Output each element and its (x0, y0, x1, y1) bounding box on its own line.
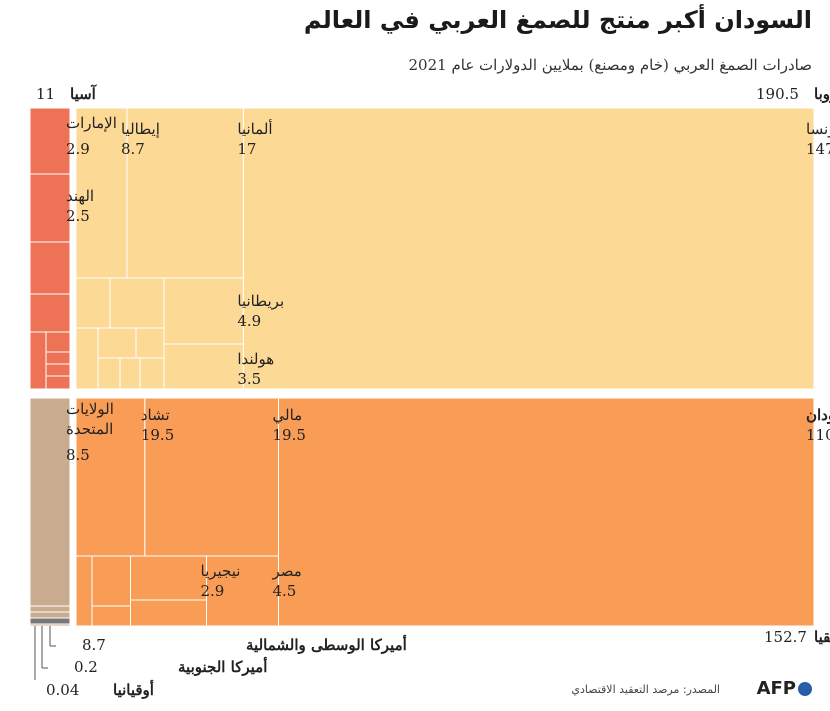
cell-europe-other (135, 327, 165, 359)
cell-europe-other (119, 357, 141, 390)
value-france: 147.3 (806, 140, 830, 158)
label-united-states-1: الولايات (66, 400, 114, 418)
region-total-south-america: 0.2 (74, 658, 98, 676)
cell-south-america (29, 617, 71, 625)
label-france: فرنسا (806, 120, 830, 138)
cell-america-other (29, 611, 71, 619)
cell-america-other (29, 605, 71, 613)
afp-dot-icon (798, 682, 812, 696)
label-united-states-2: المتحدة (66, 420, 113, 438)
value-netherlands: 3.5 (237, 370, 261, 388)
region-label-oceania: أوقيانيا (113, 679, 154, 699)
value-germany: 17 (237, 140, 256, 158)
label-germany: ألمانيا (237, 119, 272, 138)
label-uk: بريطانيا (237, 292, 284, 310)
region-total-europe: 190.5 (756, 85, 799, 103)
cell-uae (29, 107, 71, 175)
region-label-south-america: أميركا الجنوبية (178, 656, 267, 676)
cell-europe-other (75, 277, 111, 329)
cell-chad (75, 397, 146, 557)
cell-germany (126, 107, 244, 279)
value-uae: 2.9 (66, 140, 90, 158)
value-uk: 4.9 (237, 312, 261, 330)
region-label-central-north-america: أميركا الوسطى والشمالية (246, 634, 407, 654)
cell-asia-other (45, 351, 71, 365)
region-label-asia: آسيا (70, 84, 98, 103)
cell-europe-other (97, 357, 121, 390)
cell-mali (144, 397, 280, 557)
cell-europe-other (109, 277, 165, 329)
region-total-asia: 11 (36, 85, 55, 103)
cell-africa-other (130, 599, 208, 627)
value-nigeria: 2.9 (201, 582, 225, 600)
label-egypt: مصر (272, 562, 302, 580)
source-note: المصدر: مرصد التعقيد الاقتصادي (571, 683, 720, 696)
region-label-africa: إفريقيا (814, 628, 830, 646)
afp-logo: AFP (757, 678, 812, 699)
cell-uk (163, 277, 244, 345)
cell-asia-other (45, 363, 71, 377)
cell-asia-other (29, 241, 71, 295)
region-total-oceania: 0.04 (46, 681, 79, 699)
cell-asia-other (45, 375, 71, 390)
afp-logo-text: AFP (756, 678, 796, 699)
cell-sudan (278, 397, 815, 627)
label-uae: الإمارات (66, 114, 117, 132)
cell-europe-other (139, 357, 165, 390)
value-italy: 8.7 (121, 140, 145, 158)
cell-europe-other (97, 327, 137, 359)
region-label-europe: أوروبا (814, 83, 830, 103)
label-india: الهند (66, 187, 94, 205)
region-total-africa: 152.7 (764, 628, 807, 646)
value-india: 2.5 (66, 207, 90, 225)
region-total-central-north-america: 8.7 (82, 636, 106, 654)
cell-asia-other (29, 293, 71, 333)
cell-asia-other (29, 331, 47, 390)
cell-asia-other (45, 331, 71, 353)
cell-netherlands (163, 343, 244, 390)
cell-nigeria (130, 555, 208, 601)
value-chad: 19.5 (141, 426, 174, 444)
label-netherlands: هولندا (237, 350, 274, 368)
label-chad: تشاد (141, 406, 170, 424)
value-sudan: 110.8 (806, 426, 830, 444)
chart-title: السودان أكبر منتج للصمغ العربي في العالم (303, 6, 812, 34)
value-united-states: 8.5 (66, 446, 90, 464)
label-sudan: السودان (806, 406, 830, 424)
cell-europe-other (75, 327, 99, 390)
value-egypt: 4.5 (273, 582, 297, 600)
cell-united-states (29, 397, 71, 607)
cell-france (242, 107, 815, 390)
label-nigeria: نيجيريا (201, 562, 241, 580)
label-mali: مالي (273, 406, 303, 424)
cell-india (29, 173, 71, 243)
cell-italy (75, 107, 128, 279)
label-italy: إيطاليا (121, 120, 160, 138)
cell-egypt (206, 555, 280, 627)
chart-subtitle: صادرات الصمغ العربي (خام ومصنع) بملايين … (408, 56, 812, 74)
value-mali: 19.5 (273, 426, 306, 444)
cell-africa-other (75, 555, 93, 627)
cell-africa-other (91, 605, 132, 627)
